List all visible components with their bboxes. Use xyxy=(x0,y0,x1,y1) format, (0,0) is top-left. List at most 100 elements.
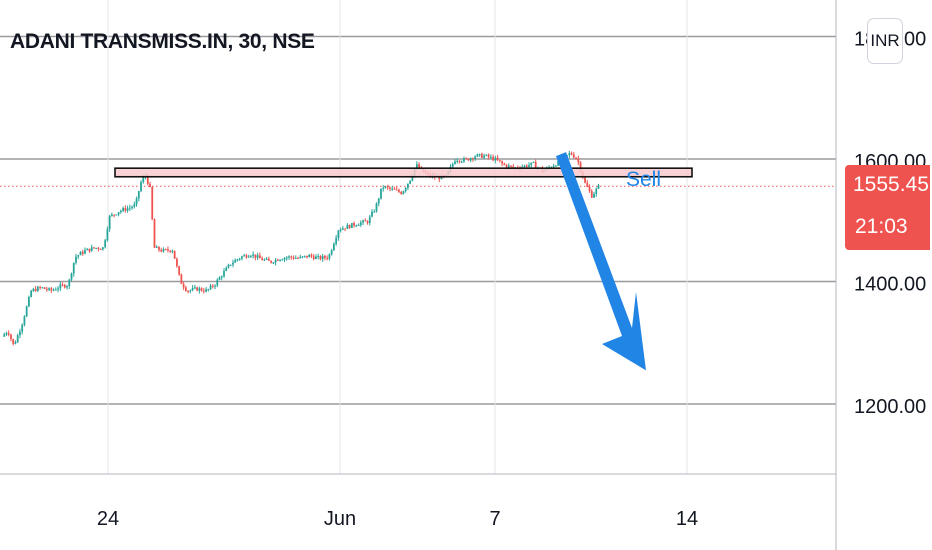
candle-body xyxy=(184,287,187,291)
candle-body xyxy=(214,285,216,287)
candle xyxy=(137,190,140,202)
candle-body xyxy=(220,276,223,278)
candle xyxy=(588,184,591,193)
candle-body xyxy=(398,189,400,192)
candle xyxy=(223,268,225,278)
x-tick-label: 7 xyxy=(489,508,500,530)
candle-body xyxy=(182,283,185,288)
candle xyxy=(380,188,382,200)
resistance-zone[interactable] xyxy=(114,167,693,178)
candle xyxy=(319,255,322,261)
candle-body xyxy=(409,180,412,184)
candle-body xyxy=(362,220,364,223)
candle-body xyxy=(218,277,221,280)
candle xyxy=(404,187,407,193)
candle xyxy=(355,224,358,228)
candle-body xyxy=(225,267,228,271)
candle xyxy=(489,154,492,160)
candle-body xyxy=(395,189,398,191)
candle xyxy=(236,258,239,262)
candle-body xyxy=(95,247,98,249)
candle-body xyxy=(21,324,24,332)
candle-body xyxy=(193,287,196,289)
candle xyxy=(308,253,311,258)
candle xyxy=(52,288,55,292)
candle xyxy=(61,282,64,287)
candle xyxy=(176,257,178,268)
candle xyxy=(395,186,398,191)
candle xyxy=(86,248,89,251)
candle xyxy=(30,289,33,298)
candle-body xyxy=(355,225,358,227)
candle xyxy=(597,183,600,190)
candle xyxy=(532,161,535,163)
candle xyxy=(469,157,472,163)
candle-body xyxy=(32,288,35,291)
candle xyxy=(72,262,75,277)
candle xyxy=(330,248,333,256)
candle-body xyxy=(267,258,270,261)
candle xyxy=(337,229,340,241)
candle-body xyxy=(301,256,304,258)
candle xyxy=(106,226,109,242)
candle xyxy=(187,290,190,294)
candle xyxy=(7,330,10,337)
candle xyxy=(303,255,306,258)
candle xyxy=(12,338,15,346)
candle xyxy=(19,328,21,339)
candle xyxy=(153,218,156,248)
candle xyxy=(375,202,378,213)
candle-body xyxy=(247,256,250,258)
candle-body xyxy=(12,339,15,344)
candle-body xyxy=(167,249,169,251)
candle xyxy=(398,188,400,194)
candle-body xyxy=(279,259,281,261)
candle-body xyxy=(149,183,151,187)
candle-body xyxy=(328,254,331,259)
candle-body xyxy=(460,161,463,163)
candle-body xyxy=(110,214,113,216)
candle xyxy=(384,185,387,189)
candle xyxy=(23,315,26,327)
candle-body xyxy=(256,255,259,258)
candle xyxy=(570,151,573,156)
candle-body xyxy=(346,225,349,229)
candle-body xyxy=(312,256,315,259)
candle-body xyxy=(117,212,120,215)
candle xyxy=(122,206,124,213)
candle xyxy=(205,287,207,293)
candle-body xyxy=(373,211,376,213)
candle-body xyxy=(552,165,555,168)
candle xyxy=(28,295,30,308)
candle-body xyxy=(476,154,479,157)
candle xyxy=(158,246,160,253)
candle-body xyxy=(380,188,382,199)
sell-arrow[interactable] xyxy=(556,152,646,371)
candle-body xyxy=(386,186,389,188)
candle-body xyxy=(164,249,167,251)
currency-button[interactable]: INR xyxy=(867,18,903,64)
candle xyxy=(133,201,136,209)
candle xyxy=(14,340,17,345)
candle xyxy=(104,238,107,249)
candle xyxy=(382,185,385,192)
candle-body xyxy=(261,258,264,261)
candle xyxy=(164,248,167,251)
candle xyxy=(135,196,138,207)
candle xyxy=(48,287,50,292)
candle-body xyxy=(456,160,459,162)
candle-body xyxy=(3,334,6,337)
candle xyxy=(418,162,421,169)
candle xyxy=(3,332,6,337)
candle-body xyxy=(232,262,234,265)
candle xyxy=(108,214,111,232)
candle xyxy=(371,209,373,218)
candle xyxy=(272,261,275,265)
candle xyxy=(332,242,335,251)
candle xyxy=(173,250,176,259)
candle xyxy=(191,285,194,292)
last-price-value: 1555.45 xyxy=(853,173,929,196)
candle xyxy=(267,256,270,261)
